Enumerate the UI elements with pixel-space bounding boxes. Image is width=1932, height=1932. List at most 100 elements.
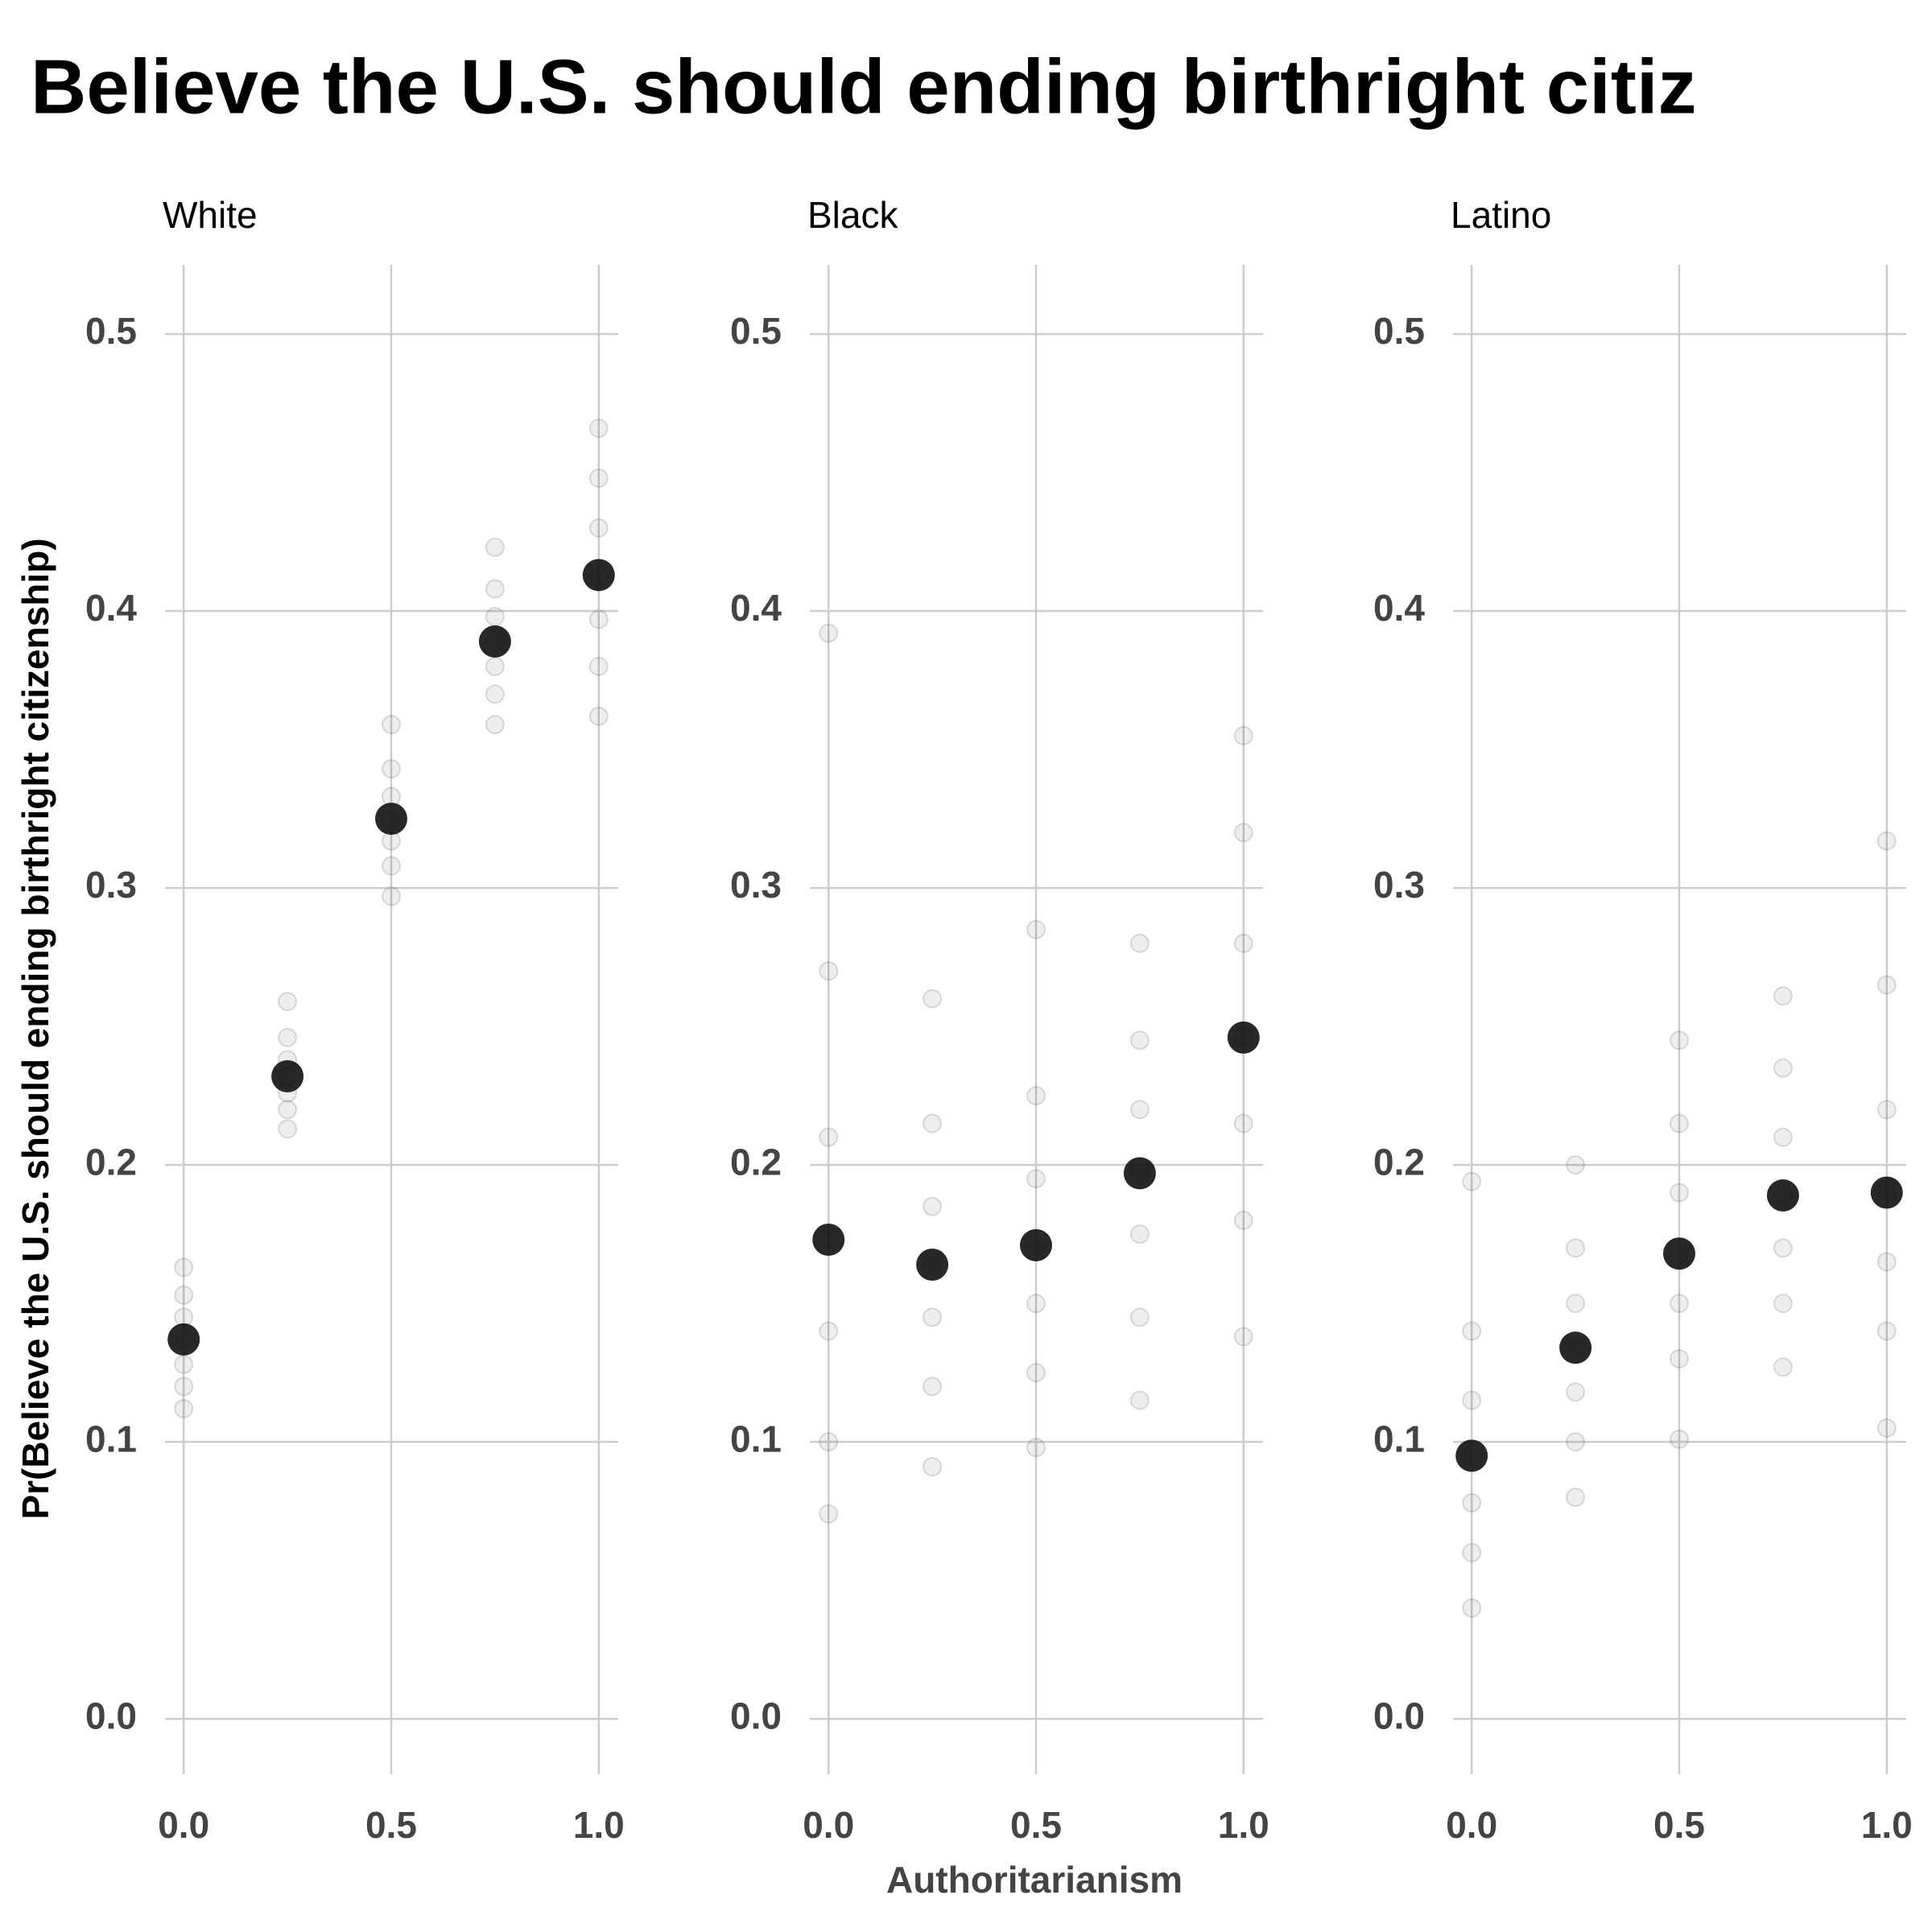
mean-point	[1019, 1228, 1052, 1261]
y-axis-label: Pr(Believe the U.S. should ending birthr…	[14, 538, 56, 1519]
simulation-point	[819, 1321, 839, 1341]
simulation-point	[485, 684, 505, 704]
y-tick-label: 0.1	[730, 1418, 782, 1459]
simulation-point	[381, 886, 401, 906]
mean-point	[812, 1224, 845, 1257]
simulation-point	[1129, 1307, 1150, 1327]
simulation-point	[1233, 1210, 1253, 1230]
x-axis-label: Authoritarianism	[886, 1859, 1183, 1901]
x-tick-label: 0.0	[803, 1804, 854, 1846]
y-tick-label: 0.2	[1373, 1141, 1425, 1183]
simulation-point	[1566, 1294, 1586, 1314]
simulation-point	[819, 1504, 839, 1524]
y-tick-label: 0.4	[730, 587, 782, 629]
simulation-point	[1773, 1294, 1793, 1314]
y-tick-label: 0.2	[730, 1141, 782, 1183]
x-tick-label: 0.5	[1653, 1804, 1705, 1846]
simulation-point	[1669, 1113, 1689, 1133]
simulation-point	[923, 989, 943, 1009]
simulation-point	[278, 992, 298, 1012]
simulation-point	[278, 1027, 298, 1047]
simulation-point	[1233, 933, 1253, 953]
y-tick-label: 0.3	[730, 864, 782, 906]
mean-point	[916, 1248, 949, 1281]
y-tick-label: 0.0	[1373, 1695, 1425, 1736]
y-tick-label: 0.5	[1373, 310, 1425, 352]
x-tick-label: 0.5	[1010, 1804, 1062, 1846]
simulation-point	[819, 961, 839, 981]
simulation-point	[588, 418, 609, 438]
simulation-point	[485, 656, 505, 676]
mean-point	[582, 559, 615, 592]
mean-point	[271, 1060, 304, 1093]
simulation-point	[1566, 1155, 1586, 1175]
y-tick-label: 0.5	[85, 310, 137, 352]
simulation-point	[1026, 1169, 1046, 1189]
x-tick-label: 1.0	[1218, 1804, 1269, 1846]
simulation-point	[1233, 1327, 1253, 1347]
simulation-point	[1462, 1321, 1482, 1341]
y-tick-label: 0.0	[730, 1695, 782, 1736]
simulation-point	[1669, 1183, 1689, 1203]
panel-title: White	[163, 194, 258, 236]
y-tick-label: 0.2	[85, 1141, 137, 1183]
simulation-point	[1773, 1357, 1793, 1377]
simulation-point	[1669, 1294, 1689, 1314]
simulation-point	[485, 606, 505, 626]
simulation-point	[1462, 1390, 1482, 1410]
simulation-point	[1462, 1492, 1482, 1513]
y-tick-label: 0.3	[85, 864, 137, 906]
simulation-point	[1129, 1100, 1150, 1120]
simulation-point	[1129, 1390, 1150, 1410]
simulation-point	[1129, 1224, 1150, 1245]
simulation-point	[1026, 1438, 1046, 1458]
simulation-point	[1026, 1363, 1046, 1383]
simulation-point	[588, 468, 609, 488]
simulation-point	[1129, 1030, 1150, 1051]
simulation-point	[923, 1377, 943, 1397]
simulation-point	[381, 759, 401, 779]
x-tick-label: 0.0	[1446, 1804, 1497, 1846]
simulation-point	[1876, 1321, 1897, 1341]
x-tick-label: 0.0	[158, 1804, 209, 1846]
mean-point	[374, 803, 407, 836]
simulation-point	[174, 1398, 194, 1418]
simulation-point	[1233, 1113, 1253, 1133]
simulation-point	[588, 518, 609, 538]
simulation-point	[485, 715, 505, 735]
mean-point	[478, 625, 511, 658]
mean-point	[1662, 1237, 1695, 1270]
simulation-point	[819, 623, 839, 643]
simulation-point	[1026, 1294, 1046, 1314]
y-tick-label: 0.0	[85, 1695, 137, 1736]
mean-point	[1455, 1439, 1488, 1472]
y-tick-label: 0.4	[1373, 587, 1425, 629]
simulation-point	[381, 856, 401, 876]
mean-point	[1123, 1157, 1156, 1190]
simulation-point	[1669, 1030, 1689, 1051]
simulation-point	[923, 1196, 943, 1216]
simulation-point	[1669, 1348, 1689, 1368]
simulation-point	[278, 1100, 298, 1120]
simulation-point	[485, 579, 505, 599]
simulation-point	[1773, 1058, 1793, 1078]
simulation-point	[485, 537, 505, 557]
y-tick-label: 0.5	[730, 310, 782, 352]
simulation-point	[1669, 1429, 1689, 1449]
simulation-point	[1876, 1418, 1897, 1438]
simulation-point	[278, 1119, 298, 1139]
simulation-point	[1566, 1238, 1586, 1258]
y-tick-label: 0.1	[1373, 1418, 1425, 1459]
simulation-point	[1566, 1432, 1586, 1452]
simulation-point	[1566, 1487, 1586, 1507]
simulation-point	[923, 1457, 943, 1477]
simulation-point	[1566, 1382, 1586, 1402]
y-tick-label: 0.4	[85, 587, 137, 629]
simulation-point	[1773, 1238, 1793, 1258]
y-tick-label: 0.1	[85, 1418, 137, 1459]
simulation-point	[174, 1285, 194, 1305]
simulation-point	[1876, 1252, 1897, 1272]
simulation-point	[1773, 986, 1793, 1006]
mean-point	[167, 1323, 200, 1356]
mean-point	[1559, 1331, 1592, 1364]
